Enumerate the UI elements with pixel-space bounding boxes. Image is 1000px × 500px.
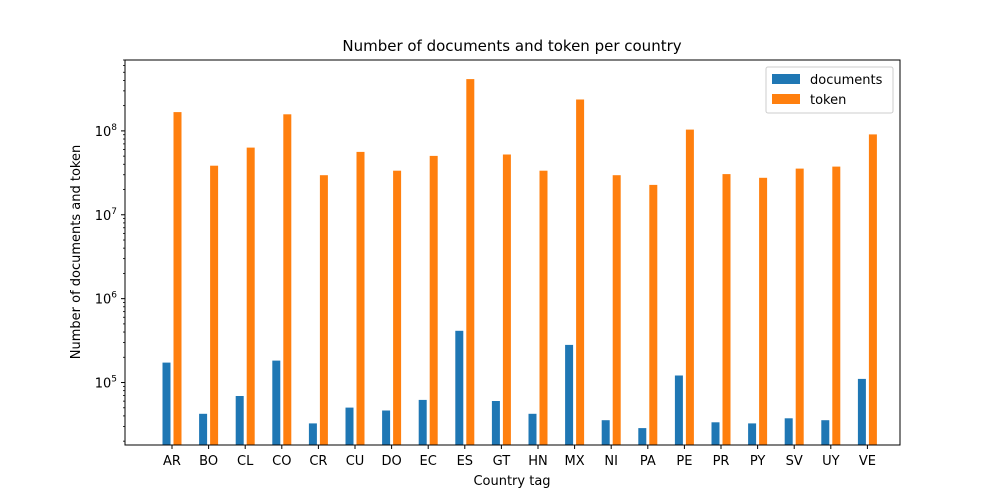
bar-token-EC bbox=[428, 154, 439, 446]
bar-documents-SV bbox=[783, 417, 794, 446]
bar-documents-UY bbox=[820, 419, 831, 446]
legend-label-token: token bbox=[810, 93, 846, 108]
bar-documents-BO bbox=[198, 412, 209, 446]
legend-swatch-token bbox=[772, 94, 800, 104]
x-tick-label: AR bbox=[163, 454, 181, 469]
bar-token-PY bbox=[758, 176, 769, 446]
bar-token-CR bbox=[318, 174, 329, 446]
bar-documents-AR bbox=[161, 361, 172, 446]
bar-token-HN bbox=[538, 169, 549, 446]
bar-documents-HN bbox=[527, 412, 538, 446]
bar-documents-MX bbox=[564, 343, 575, 446]
x-tick-label: DO bbox=[381, 454, 401, 469]
bar-documents-PE bbox=[673, 374, 684, 446]
bar-documents-DO bbox=[381, 409, 392, 446]
bar-documents-PA bbox=[637, 427, 648, 446]
bar-token-GT bbox=[501, 153, 512, 446]
legend-swatch-documents bbox=[772, 74, 800, 84]
plot-area-frame bbox=[124, 59, 901, 446]
x-tick-label: UY bbox=[822, 454, 840, 469]
x-tick-label: PY bbox=[750, 454, 766, 469]
bar-token-BO bbox=[209, 164, 220, 446]
bar-token-CO bbox=[282, 113, 293, 446]
x-tick-label: PA bbox=[640, 454, 656, 469]
x-axis-ticks: AR BO CL CO CR CU DO EC ES GT HN MX NI PA PE PR PY SV UY VE bbox=[163, 445, 876, 469]
bar-token-PA bbox=[648, 183, 659, 446]
legend-label-documents: documents bbox=[810, 73, 883, 88]
x-tick-label: PE bbox=[676, 454, 692, 469]
bar-documents-ES bbox=[454, 329, 465, 446]
y-axis-label: Number of documents and token bbox=[69, 145, 84, 359]
bar-documents-PR bbox=[710, 421, 721, 446]
bar-documents-CO bbox=[271, 359, 282, 446]
bar-token-MX bbox=[575, 98, 586, 446]
x-tick-label: VE bbox=[859, 454, 876, 469]
bar-token-PE bbox=[684, 128, 695, 446]
bar-token-ES bbox=[465, 78, 476, 446]
bar-documents-CR bbox=[307, 422, 318, 446]
bar-documents-EC bbox=[417, 398, 428, 446]
x-tick-label: SV bbox=[786, 454, 803, 469]
bar-token-CL bbox=[245, 146, 256, 446]
x-tick-label: BO bbox=[199, 454, 218, 469]
chart-title: Number of documents and token per countr… bbox=[342, 37, 681, 55]
x-tick-label: CL bbox=[237, 454, 254, 469]
bar-token-UY bbox=[831, 165, 842, 446]
x-tick-label: HN bbox=[528, 454, 548, 469]
bar-documents-CL bbox=[234, 395, 245, 446]
x-tick-label: CO bbox=[272, 454, 291, 469]
bar-token-NI bbox=[611, 174, 622, 446]
x-tick-label: EC bbox=[420, 454, 437, 469]
x-tick-label: PR bbox=[713, 454, 730, 469]
x-tick-label: NI bbox=[604, 454, 618, 469]
x-axis-label: Country tag bbox=[473, 474, 550, 489]
x-tick-label: ES bbox=[457, 454, 473, 469]
bar-token-CU bbox=[355, 150, 366, 446]
bar-token-SV bbox=[794, 167, 805, 446]
bar-documents-CU bbox=[344, 406, 355, 446]
bar-documents-PY bbox=[747, 422, 758, 446]
bar-documents-VE bbox=[856, 377, 867, 446]
x-tick-label: CR bbox=[309, 454, 327, 469]
bar-token-VE bbox=[867, 133, 878, 446]
x-tick-label: CU bbox=[346, 454, 365, 469]
bar-token-DO bbox=[392, 169, 403, 446]
bar-token-AR bbox=[172, 111, 183, 446]
bar-token-PR bbox=[721, 173, 732, 446]
legend: documents token bbox=[765, 66, 894, 114]
bar-documents-GT bbox=[490, 400, 501, 446]
x-tick-label: MX bbox=[565, 454, 585, 469]
x-tick-label: GT bbox=[493, 454, 511, 469]
bar-documents-NI bbox=[600, 419, 611, 446]
